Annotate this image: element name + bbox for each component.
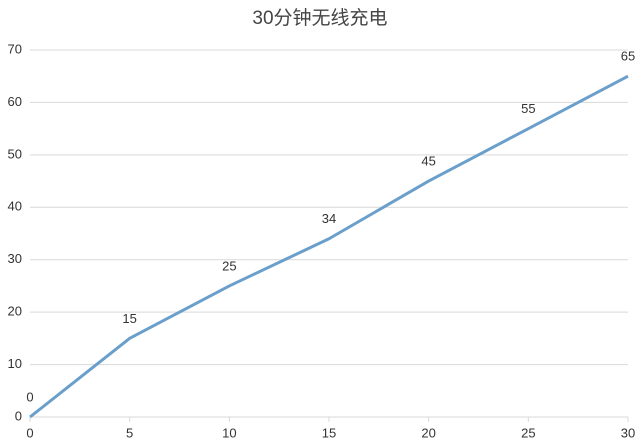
y-tick-label: 50 xyxy=(8,146,22,161)
x-tick-label: 20 xyxy=(421,425,435,440)
x-tick-label: 10 xyxy=(222,425,236,440)
data-label: 34 xyxy=(322,211,336,226)
x-tick-label: 5 xyxy=(126,425,133,440)
y-tick-label: 40 xyxy=(8,199,22,214)
data-label: 45 xyxy=(421,154,435,169)
x-tick-label: 30 xyxy=(621,425,635,440)
x-tick-label: 15 xyxy=(322,425,336,440)
data-label: 25 xyxy=(222,258,236,273)
y-tick-label: 60 xyxy=(8,94,22,109)
data-label: 65 xyxy=(621,49,635,64)
chart-title: 30分钟无线充电 xyxy=(252,7,387,29)
x-tick-label: 0 xyxy=(26,425,33,440)
y-tick-label: 30 xyxy=(8,251,22,266)
data-label: 55 xyxy=(521,101,535,116)
y-tick-label: 10 xyxy=(8,356,22,371)
y-tick-label: 70 xyxy=(8,41,22,56)
y-tick-label: 0 xyxy=(15,408,22,423)
x-tick-label: 25 xyxy=(521,425,535,440)
data-label: 15 xyxy=(122,311,136,326)
data-label: 0 xyxy=(26,389,33,404)
y-tick-label: 20 xyxy=(8,304,22,319)
data-line xyxy=(29,74,629,419)
